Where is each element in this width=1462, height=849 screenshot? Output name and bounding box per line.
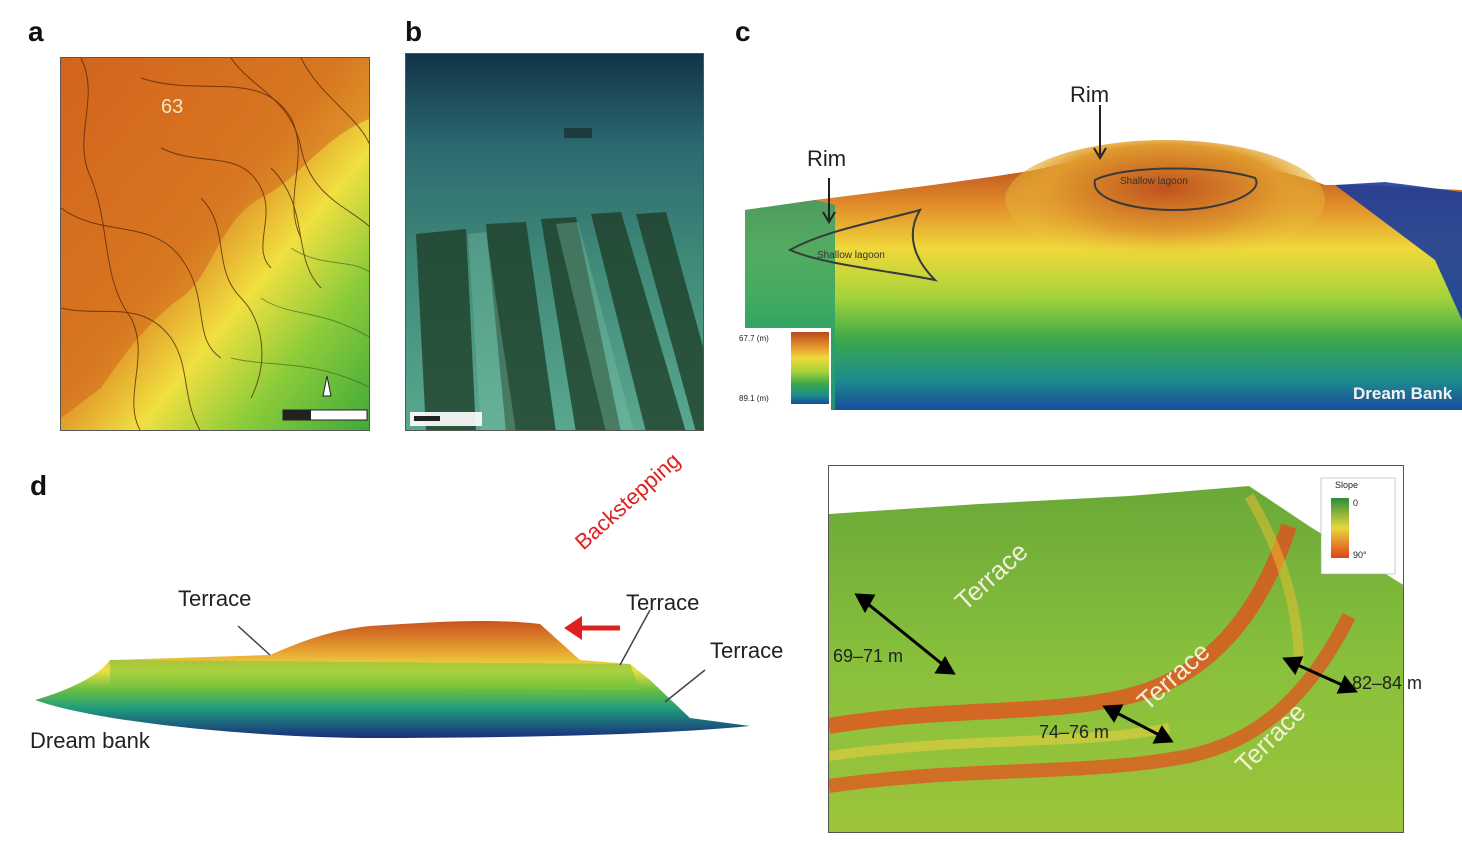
panel-b-underwater-photo <box>405 53 704 431</box>
rim-label-left: Rim <box>807 146 847 171</box>
terrace-label-3: Terrace <box>710 638 784 663</box>
slope-legend-top: 0 <box>1353 498 1359 508</box>
dream-bank-3d-model <box>745 105 1462 414</box>
contour-label: 63 <box>161 96 184 118</box>
depth-label-1: 69–71 m <box>833 646 904 666</box>
underwater-reef-photo <box>406 54 703 430</box>
rim-label-right: Rim <box>1070 82 1110 107</box>
depth-label-2: 74–76 m <box>1039 722 1110 742</box>
panel-a-bathymetry-map: 63 <box>60 57 370 431</box>
depth-label-3: 82–84 m <box>1352 673 1423 693</box>
terrace-label-1: Terrace <box>178 586 252 611</box>
slope-3d-map <box>829 466 1403 832</box>
panel-letter-e: e <box>839 474 855 505</box>
bank-profile-3d <box>35 609 750 738</box>
terrace-label-2: Terrace <box>626 590 700 615</box>
panel-e-slope-map: e Slope 0 90° Terrace Terrace Terrace 69… <box>828 465 1404 833</box>
panel-letter-b: b <box>405 16 423 47</box>
panel-c-3d-bathymetry: Rim Rim Shallow lagoon Shallow lagoon 67… <box>739 60 1462 415</box>
panel-letter-c: c <box>735 16 751 47</box>
panel-letter-a: a <box>28 16 44 47</box>
panel-d-profile: Terrace Terrace Terrace Backstepping Dre… <box>30 448 800 770</box>
panel-letter-d: d <box>30 470 48 501</box>
slope-legend-bottom: 90° <box>1353 550 1367 560</box>
bathymetry-contour-map <box>61 58 369 430</box>
lagoon-label-right: Shallow lagoon <box>1120 176 1188 187</box>
site-name-label-d: Dream bank <box>30 728 150 753</box>
lagoon-label-left: Shallow lagoon <box>817 250 885 261</box>
site-name-label: Dream Bank <box>1353 384 1453 403</box>
slope-legend-title: Slope <box>1335 480 1359 490</box>
depth-legend-bottom: 89.1 (m) <box>739 394 769 403</box>
depth-legend-top: 67.7 (m) <box>739 334 769 343</box>
